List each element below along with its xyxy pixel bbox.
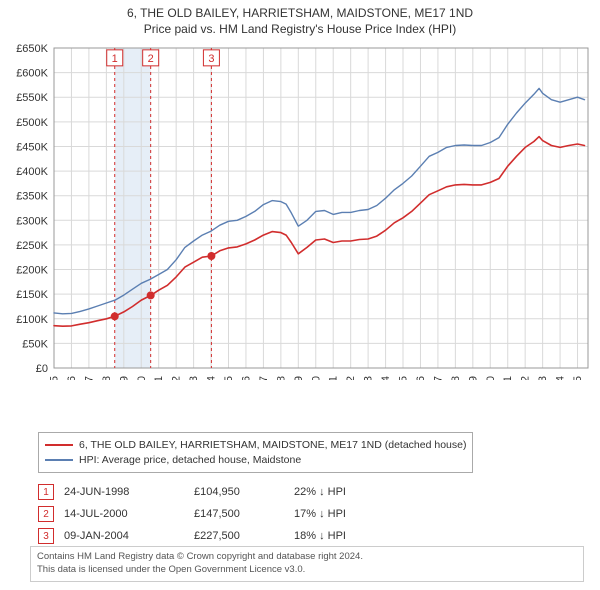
sale-row: 1 24-JUN-1998£104,95022% ↓ HPI	[38, 484, 558, 500]
x-tick-label: 2019	[467, 376, 479, 380]
x-tick-label: 2022	[520, 376, 532, 380]
y-tick-label: £400K	[16, 166, 48, 178]
x-tick-label: 2009	[293, 376, 305, 380]
x-tick-label: 2003	[188, 376, 200, 380]
sale-number-label: 2	[148, 53, 154, 65]
sale-row-number: 3	[38, 528, 54, 544]
sale-row-price: £104,950	[194, 486, 294, 498]
y-tick-label: £600K	[16, 68, 48, 80]
x-tick-label: 2002	[171, 376, 183, 380]
x-tick-label: 2011	[328, 376, 340, 380]
x-tick-label: 1997	[83, 376, 95, 380]
legend-row: HPI: Average price, detached house, Maid…	[45, 453, 466, 467]
x-tick-label: 2013	[363, 376, 375, 380]
sale-marker-dot	[111, 312, 119, 320]
sale-row-number: 1	[38, 484, 54, 500]
x-tick-label: 1999	[118, 376, 130, 380]
x-tick-label: 2001	[153, 376, 165, 380]
x-tick-label: 2004	[206, 376, 218, 380]
x-tick-label: 2010	[310, 376, 322, 380]
x-tick-label: 2005	[223, 376, 235, 380]
y-tick-label: £250K	[16, 240, 48, 252]
x-tick-label: 2024	[555, 376, 567, 380]
y-tick-label: £150K	[16, 289, 48, 301]
y-tick-label: £450K	[16, 141, 48, 153]
x-tick-label: 2017	[432, 376, 444, 380]
legend-swatch	[45, 459, 73, 461]
attribution-line2: This data is licensed under the Open Gov…	[37, 564, 577, 577]
y-tick-label: £100K	[16, 314, 48, 326]
y-tick-label: £200K	[16, 265, 48, 277]
x-tick-label: 2006	[240, 376, 252, 380]
sale-row: 2 14-JUL-2000£147,50017% ↓ HPI	[38, 506, 558, 522]
sale-number-label: 1	[112, 53, 118, 65]
y-tick-label: £500K	[16, 117, 48, 129]
legend-label: 6, THE OLD BAILEY, HARRIETSHAM, MAIDSTON…	[79, 438, 466, 452]
sale-row-date: 09-JAN-2004	[64, 530, 194, 542]
sale-row-delta: 22% ↓ HPI	[294, 486, 394, 498]
sale-row-price: £147,500	[194, 508, 294, 520]
x-tick-label: 2021	[502, 376, 514, 380]
legend-box: 6, THE OLD BAILEY, HARRIETSHAM, MAIDSTON…	[38, 432, 473, 473]
legend-label: HPI: Average price, detached house, Maid…	[79, 453, 301, 467]
x-tick-label: 1996	[66, 376, 78, 380]
sale-row-delta: 17% ↓ HPI	[294, 508, 394, 520]
sale-marker-dot	[207, 252, 215, 260]
x-tick-label: 2014	[380, 376, 392, 380]
legend-swatch	[45, 444, 73, 446]
y-tick-label: £50K	[22, 338, 48, 350]
x-tick-label: 2015	[398, 376, 410, 380]
x-tick-label: 2020	[485, 376, 497, 380]
sale-number-label: 3	[208, 53, 214, 65]
attribution-box: Contains HM Land Registry data © Crown c…	[30, 546, 584, 582]
sale-span-shade	[115, 48, 151, 368]
sale-row: 3 09-JAN-2004£227,50018% ↓ HPI	[38, 528, 558, 544]
x-tick-label: 2007	[258, 376, 270, 380]
sale-row-delta: 18% ↓ HPI	[294, 530, 394, 542]
legend-row: 6, THE OLD BAILEY, HARRIETSHAM, MAIDSTON…	[45, 438, 466, 452]
x-tick-label: 2012	[345, 376, 357, 380]
x-tick-label: 2008	[275, 376, 287, 380]
sale-row-date: 24-JUN-1998	[64, 486, 194, 498]
x-tick-label: 2000	[136, 376, 148, 380]
x-tick-label: 2025	[572, 376, 584, 380]
sale-row-date: 14-JUL-2000	[64, 508, 194, 520]
x-tick-label: 2018	[450, 376, 462, 380]
x-tick-label: 2016	[415, 376, 427, 380]
x-tick-label: 2023	[537, 376, 549, 380]
x-tick-label: 1998	[101, 376, 113, 380]
sale-row-number: 2	[38, 506, 54, 522]
x-tick-label: 1995	[49, 376, 61, 380]
attribution-line1: Contains HM Land Registry data © Crown c…	[37, 551, 577, 564]
y-tick-label: £550K	[16, 92, 48, 104]
y-tick-label: £300K	[16, 215, 48, 227]
sale-row-price: £227,500	[194, 530, 294, 542]
sales-table: 1 24-JUN-1998£104,95022% ↓ HPI 2 14-JUL-200…	[38, 478, 558, 550]
sale-marker-dot	[147, 291, 155, 299]
y-tick-label: £350K	[16, 191, 48, 203]
y-tick-label: £0	[36, 363, 48, 375]
price-chart: £0 £50K £100K £150K £200K £250K £300K £350K £400…	[0, 0, 600, 380]
y-tick-label: £650K	[16, 43, 48, 55]
